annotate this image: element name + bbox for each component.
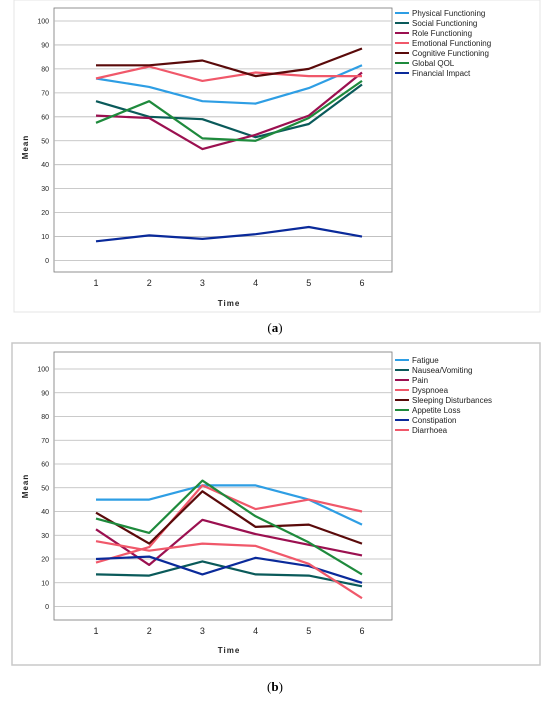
pa-legend-label: Role Functioning xyxy=(412,29,472,38)
pb-legend-label: Constipation xyxy=(412,416,456,425)
chart-b-y-axis-label: Mean xyxy=(21,474,30,498)
pa-y-tick-label: 70 xyxy=(41,90,49,97)
caption-a-letter: a xyxy=(271,320,279,335)
pb-legend-label: Nausea/Vomiting xyxy=(412,366,472,375)
pb-series-line-1 xyxy=(96,484,363,526)
pb-y-tick-label: 20 xyxy=(41,557,49,564)
chart-a-y-axis-label: Mean xyxy=(21,135,30,159)
pa-y-tick-label: 80 xyxy=(41,66,49,73)
pb-legend-label: Diarrhoea xyxy=(412,426,448,435)
pa-y-tick-label: 0 xyxy=(45,258,49,265)
pa-y-tick-label: 50 xyxy=(41,138,49,145)
pb-x-tick-label: 5 xyxy=(306,626,311,636)
pb-x-tick-label: 3 xyxy=(200,626,205,636)
pb-y-tick-label: 10 xyxy=(41,580,49,587)
pa-series-line-1 xyxy=(95,64,363,105)
chart-b-frame xyxy=(11,342,541,666)
pa-x-tick-label: 6 xyxy=(359,278,364,288)
pb-series-line-8 xyxy=(95,540,363,600)
pb-series-line-2 xyxy=(95,560,363,588)
pb-plot-area xyxy=(53,351,393,621)
pb-y-tick-label: 0 xyxy=(45,604,49,611)
chart-b: 0 10 20 30 40 50 60 70 80 90 100 1 2 3 4 5 6 FatigueNau… xyxy=(11,342,541,666)
pb-y-tick-label: 40 xyxy=(41,509,49,516)
pa-y-tick-label: 30 xyxy=(41,186,49,193)
caption-a: (a) xyxy=(267,320,283,335)
pb-y-tick-label: 70 xyxy=(41,438,49,445)
pb-legend-label: Sleeping Disturbances xyxy=(412,396,492,405)
chart-a-x-axis-label: Time xyxy=(218,299,241,308)
pa-y-tick-label: 20 xyxy=(41,210,49,217)
pa-series-line-4 xyxy=(95,65,362,83)
pb-x-tick-label: 6 xyxy=(359,626,364,636)
pa-legend-label: Emotional Functioning xyxy=(412,39,491,48)
pa-series-line-5 xyxy=(96,47,363,78)
pa-x-tick-label: 2 xyxy=(147,278,152,288)
pa-x-tick-label: 3 xyxy=(200,278,205,288)
pb-x-tick-label: 2 xyxy=(147,626,152,636)
chart-a-frame xyxy=(13,0,541,313)
pb-y-tick-label: 100 xyxy=(37,367,49,374)
pb-legend-label: Appetite Loss xyxy=(412,406,460,415)
pa-plot-area xyxy=(53,7,393,273)
pa-legend-label: Cognitive Functioning xyxy=(412,49,489,58)
pb-x-tick-label: 1 xyxy=(93,626,98,636)
pa-series-line-2 xyxy=(95,83,363,139)
pb-legend-label: Fatigue xyxy=(412,356,439,365)
pb-y-tick-label: 30 xyxy=(41,533,49,540)
pa-y-tick-label: 10 xyxy=(41,234,49,241)
pa-legend-label: Physical Functioning xyxy=(412,9,485,18)
pb-y-tick-label: 60 xyxy=(41,462,49,469)
caption-b-letter: b xyxy=(271,679,279,694)
pa-legend-label: Global QOL xyxy=(412,59,455,68)
pb-y-tick-label: 90 xyxy=(41,390,49,397)
chart-b-x-axis-label: Time xyxy=(218,646,241,655)
pa-series-line-7 xyxy=(95,225,363,243)
pa-legend-label: Social Functioning xyxy=(412,19,477,28)
pa-series-line-6 xyxy=(95,79,363,142)
pb-legend-label: Pain xyxy=(412,376,428,385)
pb-y-tick-label: 50 xyxy=(41,485,49,492)
pb-x-tick-label: 4 xyxy=(253,626,258,636)
pa-y-tick-label: 100 xyxy=(37,19,49,26)
pa-series-line-3 xyxy=(95,71,363,151)
pa-x-tick-label: 4 xyxy=(253,278,258,288)
pa-y-tick-label: 60 xyxy=(41,114,49,121)
pa-y-tick-label: 90 xyxy=(41,42,49,49)
pa-x-tick-label: 5 xyxy=(306,278,311,288)
pb-legend-label: Dyspnoea xyxy=(412,386,449,395)
pa-legend-label: Financial Impact xyxy=(412,69,471,78)
caption-b: (b) xyxy=(267,679,283,694)
pb-series-line-6 xyxy=(95,479,363,576)
pb-y-tick-label: 80 xyxy=(41,414,49,421)
chart-a: 0 10 20 30 40 50 60 70 80 90 100 1 2 3 4 5 6 Physical F… xyxy=(13,0,541,313)
pa-x-tick-label: 1 xyxy=(93,278,98,288)
pa-y-tick-label: 40 xyxy=(41,162,49,169)
pb-series-line-5 xyxy=(95,490,363,545)
